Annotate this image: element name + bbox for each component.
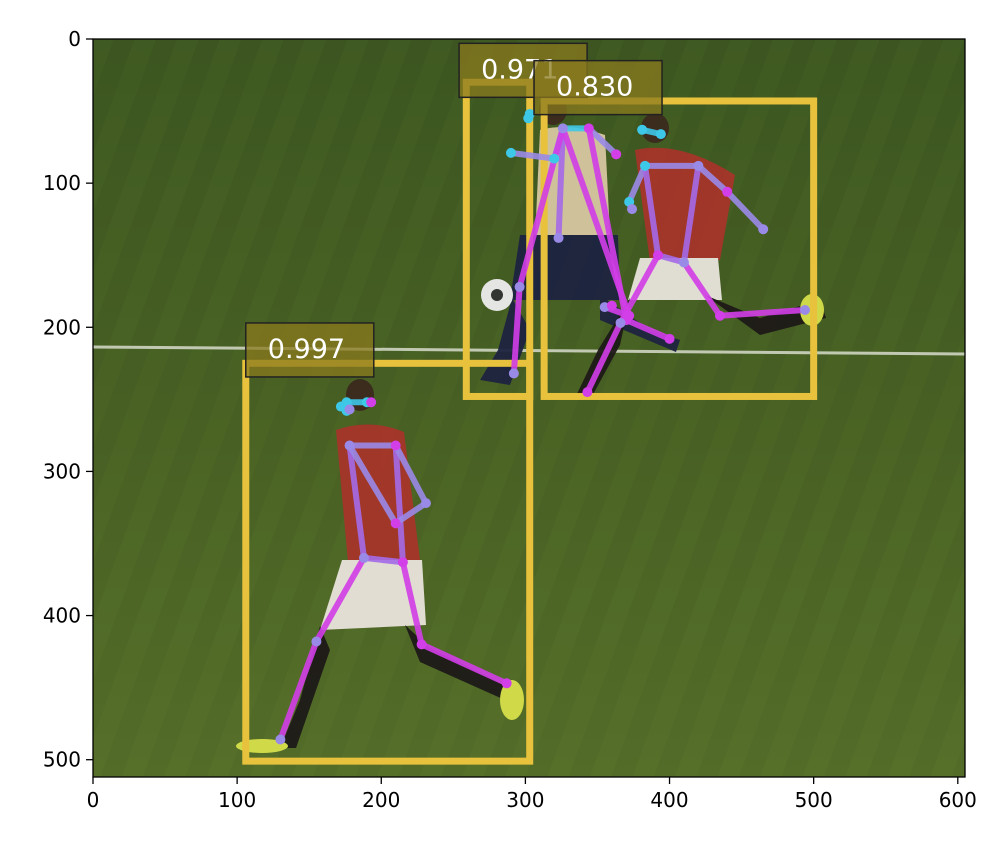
keypoint [637, 124, 648, 135]
pose-skeleton-1 [275, 397, 512, 745]
skeleton-limb [623, 317, 673, 342]
keypoint [714, 310, 725, 321]
keypoint [549, 153, 560, 164]
skeleton-limb [642, 162, 661, 259]
keypoint [390, 440, 401, 451]
skeleton-limb [584, 319, 624, 396]
skeleton-limb [626, 162, 649, 205]
skeleton-limb [392, 442, 406, 566]
keypoint [652, 250, 663, 261]
skeleton-limb [313, 554, 367, 645]
keypoint [722, 186, 733, 197]
keypoint [693, 160, 704, 171]
keypoint [344, 404, 355, 415]
keypoint [501, 678, 512, 689]
skeleton-limb [277, 638, 320, 743]
score-label-text: 0.830 [556, 72, 633, 103]
skeleton-limb [585, 125, 620, 158]
skeleton-limb [392, 442, 429, 507]
x-tick-label: 400 [650, 788, 688, 812]
skeleton-limb [695, 162, 731, 195]
x-axis: 0 100 200 300 400 500 600 [87, 777, 977, 812]
x-tick-label: 500 [795, 788, 833, 812]
axes-frame [92, 38, 966, 778]
score-label-background [245, 322, 375, 378]
detection-box-3 [540, 97, 818, 400]
x-tick-label: 600 [939, 788, 977, 812]
keypoint [800, 304, 811, 315]
pose-skeletons [275, 108, 811, 745]
keypoint [611, 149, 622, 160]
y-tick-label: 300 [43, 459, 81, 483]
skeleton-limb [617, 252, 661, 326]
score-label-1: 0.997 [245, 322, 375, 378]
keypoint [678, 257, 689, 268]
y-tick-label: 400 [43, 604, 81, 628]
keypoint [390, 518, 401, 529]
y-tick-label: 100 [43, 171, 81, 195]
x-tick-label: 200 [362, 788, 400, 812]
score-label-text: 0.997 [268, 334, 345, 365]
y-tick-label: 500 [43, 748, 81, 772]
keypoint [553, 232, 564, 243]
keypoint [583, 123, 594, 134]
skeleton-limb [716, 306, 809, 319]
keypoint [606, 300, 617, 311]
x-tick-label: 300 [506, 788, 544, 812]
skeleton-limb [559, 125, 633, 319]
y-axis: 0 100 200 300 400 500 [43, 27, 93, 772]
skeleton-limb [418, 641, 510, 687]
pose-skeleton-2 [505, 108, 675, 379]
skeleton-limb [555, 125, 566, 241]
x-tick-label: 0 [87, 788, 100, 812]
keypoint [523, 113, 534, 124]
skeleton-limb [680, 259, 723, 319]
skeleton-limb [510, 283, 523, 377]
skeleton-limb [680, 162, 702, 266]
detection-box-1 [242, 359, 534, 765]
keypoint [655, 129, 666, 140]
keypoint [275, 734, 286, 745]
keypoint [366, 397, 377, 408]
keypoint [557, 123, 568, 134]
skeleton-limb [346, 442, 367, 561]
keypoint [397, 557, 408, 568]
keypoint [582, 387, 593, 398]
skeleton-limb [346, 442, 399, 527]
keypoint [420, 498, 431, 509]
x-tick-label: 100 [218, 788, 256, 812]
keypoint [640, 160, 651, 171]
score-label-3: 0.830 [533, 59, 663, 116]
keypoint [758, 224, 769, 235]
keypoint [344, 440, 355, 451]
score-label-background [533, 59, 663, 116]
y-tick-label: 200 [43, 315, 81, 339]
skeleton-limb [399, 559, 425, 648]
keypoint [627, 204, 638, 215]
keypoint [358, 552, 369, 563]
keypoint [311, 636, 322, 647]
keypoint [505, 147, 516, 158]
y-tick-label: 0 [68, 27, 81, 51]
skeleton-limb [360, 554, 406, 566]
keypoint [615, 317, 626, 328]
keypoint [508, 368, 519, 379]
skeleton-limb [724, 188, 767, 233]
keypoint [664, 333, 675, 344]
skeleton-limb [392, 500, 429, 527]
skeleton-limb [507, 149, 558, 162]
keypoint [416, 639, 427, 650]
keypoint [514, 281, 525, 292]
pose-skeleton-3 [582, 124, 811, 398]
